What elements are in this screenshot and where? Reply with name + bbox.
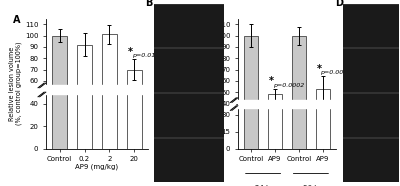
Text: *: * [128,46,133,57]
Text: A: A [13,15,21,25]
Text: p=0.0175: p=0.0175 [132,53,163,58]
Bar [237,100,337,108]
Bar [102,34,117,149]
Y-axis label: Relative lesion volume
(%, control group=100%): Relative lesion volume (%, control group… [200,42,214,125]
Bar [244,36,258,149]
Text: p=0.0013: p=0.0013 [320,70,352,75]
Text: D: D [335,0,343,8]
Y-axis label: Relative lesion volume
(%, control group=100%): Relative lesion volume (%, control group… [8,42,22,125]
Text: 24 h: 24 h [255,185,271,186]
X-axis label: AP9 (mg/kg): AP9 (mg/kg) [76,164,118,170]
Bar [127,70,142,149]
Bar [268,94,282,149]
Text: B: B [146,0,153,8]
Bar [52,36,67,149]
Text: *: * [317,63,322,73]
Bar [316,89,330,149]
Bar [292,36,306,149]
Bar [77,45,92,149]
Text: C: C [207,15,214,25]
Text: 96 h: 96 h [303,185,319,186]
Bar [45,85,149,94]
Text: p=0.0002: p=0.0002 [273,83,304,88]
Text: *: * [269,76,274,86]
